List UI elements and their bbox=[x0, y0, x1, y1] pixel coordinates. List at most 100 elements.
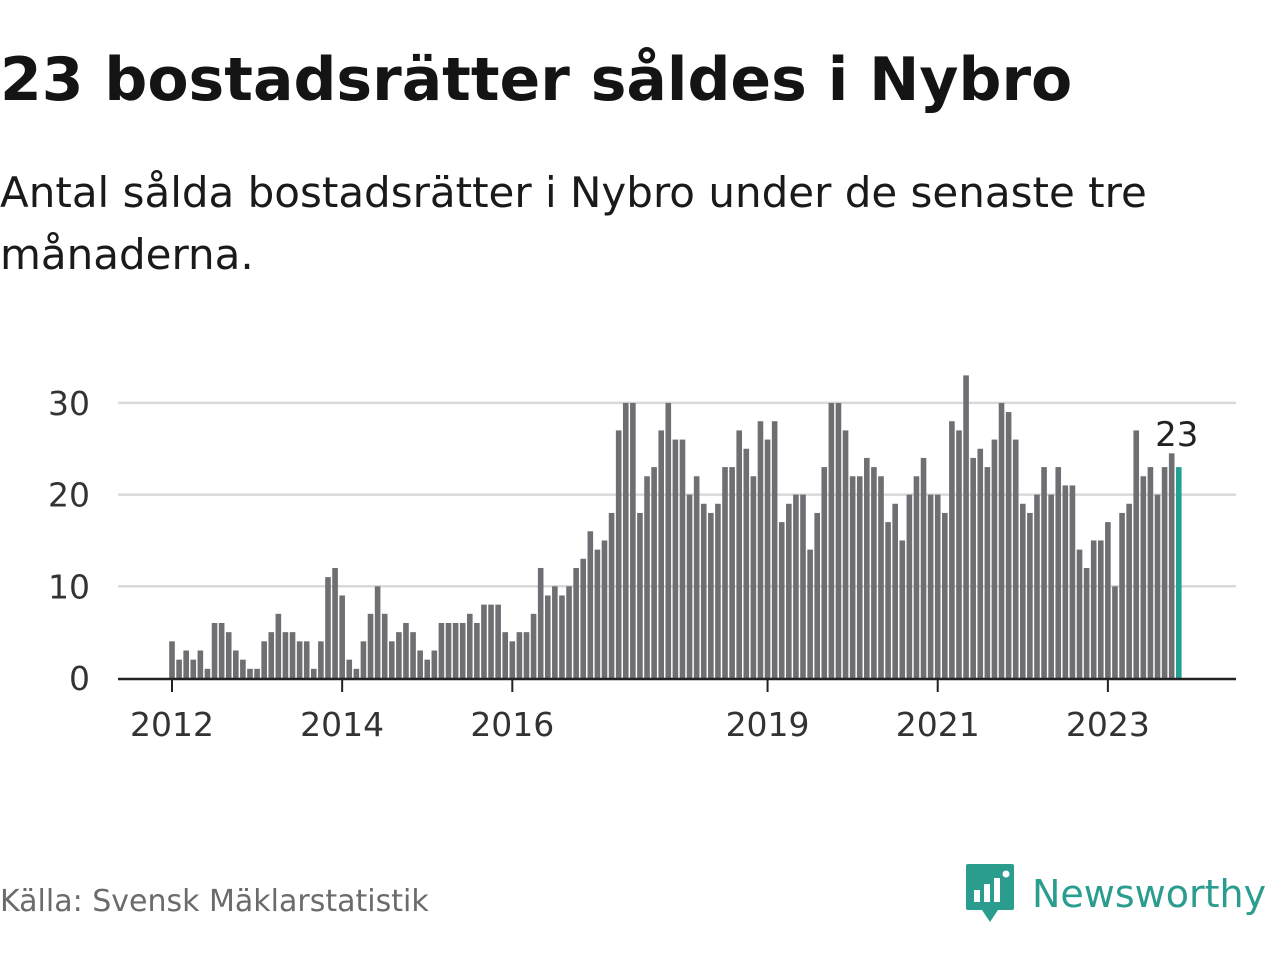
bar bbox=[225, 632, 232, 678]
bar bbox=[396, 632, 402, 678]
bar bbox=[268, 632, 275, 678]
bar bbox=[452, 622, 459, 678]
bar bbox=[998, 402, 1005, 678]
bar bbox=[566, 586, 572, 678]
bar bbox=[864, 457, 870, 678]
bar bbox=[502, 632, 509, 678]
x-tick-label: 2012 bbox=[130, 705, 214, 744]
bar bbox=[949, 421, 955, 678]
bar bbox=[934, 494, 941, 678]
bar bbox=[984, 467, 991, 678]
bar bbox=[332, 567, 338, 678]
newsworthy-logo-icon bbox=[966, 864, 1014, 922]
x-axis-ticks: 2012 2014 2016 2019 2021 2023 bbox=[130, 680, 1150, 744]
highlight-value-label: 23 bbox=[1155, 415, 1198, 455]
bar bbox=[403, 622, 409, 678]
bar bbox=[942, 512, 948, 678]
bar bbox=[325, 577, 331, 678]
bar bbox=[630, 402, 636, 678]
bar bbox=[360, 641, 367, 678]
bar bbox=[544, 595, 551, 678]
bar bbox=[488, 604, 494, 678]
bar bbox=[722, 467, 728, 678]
bar bbox=[1048, 494, 1054, 678]
bar bbox=[530, 613, 537, 678]
bar bbox=[339, 595, 345, 678]
x-tick-label: 2023 bbox=[1066, 705, 1150, 744]
bar bbox=[374, 586, 381, 678]
bar bbox=[665, 402, 672, 678]
bar bbox=[516, 632, 523, 678]
bar bbox=[750, 476, 757, 678]
bar bbox=[814, 512, 820, 678]
bar bbox=[318, 641, 324, 678]
bar bbox=[1062, 485, 1069, 678]
bar bbox=[424, 659, 431, 678]
bar bbox=[828, 402, 835, 678]
bar bbox=[459, 622, 466, 678]
bar bbox=[247, 668, 253, 678]
bar bbox=[615, 430, 622, 678]
y-tick-label: 20 bbox=[48, 476, 90, 515]
chart-subtitle: Antal sålda bostadsrätter i Nybro under … bbox=[0, 168, 1147, 279]
bar bbox=[899, 540, 906, 678]
bar bbox=[920, 457, 927, 678]
bar bbox=[977, 448, 984, 678]
bar bbox=[672, 439, 679, 678]
bar bbox=[169, 641, 175, 678]
bar bbox=[1012, 439, 1019, 678]
bar bbox=[715, 503, 721, 678]
bar bbox=[176, 659, 182, 678]
bar bbox=[1041, 467, 1047, 678]
bar bbox=[892, 503, 898, 678]
bar bbox=[190, 659, 197, 678]
bar bbox=[708, 512, 714, 678]
x-tick-label: 2019 bbox=[726, 705, 810, 744]
bar-chart: 0 10 20 30 2012 2014 2016 2019 2021 2023 23 bbox=[48, 375, 1236, 744]
bar bbox=[431, 650, 438, 678]
bar bbox=[410, 632, 416, 678]
bar bbox=[686, 494, 693, 678]
bar bbox=[1083, 567, 1090, 678]
bar bbox=[218, 622, 225, 678]
bar bbox=[1076, 549, 1083, 678]
bar bbox=[679, 439, 686, 678]
bar bbox=[417, 650, 423, 678]
bar bbox=[800, 494, 806, 678]
bar bbox=[786, 503, 792, 678]
bar bbox=[261, 641, 267, 678]
bar bbox=[927, 494, 934, 678]
y-axis-labels: 0 10 20 30 bbox=[48, 384, 90, 698]
bar bbox=[693, 476, 700, 678]
brand-name: Newsworthy bbox=[1032, 872, 1267, 916]
bar bbox=[296, 641, 303, 678]
bar bbox=[644, 476, 650, 678]
bar bbox=[1090, 540, 1097, 678]
bar bbox=[381, 613, 388, 678]
bar bbox=[1119, 512, 1125, 678]
bar bbox=[537, 567, 544, 678]
bar bbox=[367, 613, 374, 678]
bar bbox=[757, 421, 764, 678]
x-tick-label: 2016 bbox=[470, 705, 554, 744]
bar bbox=[729, 467, 735, 678]
bar bbox=[871, 467, 877, 678]
bar bbox=[438, 622, 445, 678]
bar bbox=[594, 549, 601, 678]
source-note: Källa: Svensk Mäklarstatistik bbox=[0, 884, 429, 919]
bar bbox=[601, 540, 608, 678]
bar bbox=[1126, 503, 1132, 678]
bar bbox=[637, 512, 643, 678]
bar bbox=[913, 476, 920, 678]
bar bbox=[807, 549, 813, 678]
bar bbox=[559, 595, 565, 678]
bar bbox=[1154, 494, 1161, 678]
bar bbox=[700, 503, 707, 678]
bar bbox=[1112, 586, 1118, 678]
bar bbox=[658, 430, 665, 678]
bar bbox=[580, 558, 587, 678]
bar bbox=[1133, 430, 1140, 678]
bar-highlight bbox=[1175, 467, 1182, 678]
bar bbox=[197, 650, 204, 678]
bar bbox=[346, 659, 353, 678]
